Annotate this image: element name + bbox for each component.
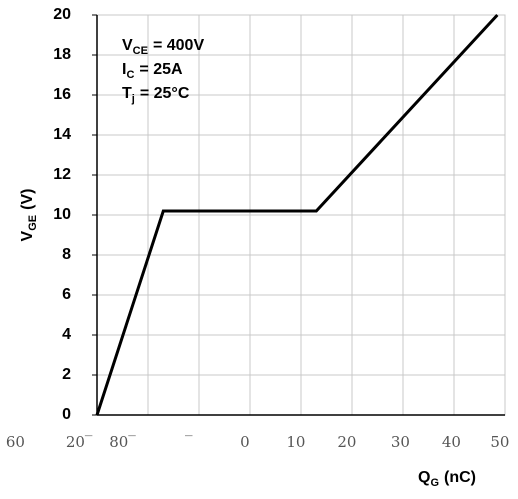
x-tick-label: 60 — [6, 433, 25, 451]
y-axis-label-text: (V) — [19, 189, 36, 210]
y-tick-label: 2 — [62, 366, 71, 383]
y-tick-label: 4 — [62, 326, 71, 343]
y-tick-label: 10 — [53, 206, 71, 223]
data-line — [95, 13, 499, 416]
x-tick-label: 20‾ — [66, 433, 93, 451]
x-axis-label: QG (nC) — [418, 469, 476, 489]
y-tick-label: 12 — [53, 166, 71, 183]
annotation-text: = 400V — [153, 37, 204, 54]
x-axis-label-text: (nC) — [444, 469, 476, 486]
annotation-text: = 25A — [139, 61, 183, 78]
annotation-symbol: V — [122, 37, 133, 54]
y-tick-label: 16 — [53, 86, 71, 103]
x-tick-label: 20 — [337, 433, 356, 451]
y-axis-label: VGE (V) — [19, 189, 39, 242]
x-tick-label: 30 — [391, 433, 410, 451]
annotation-symbol: I — [122, 61, 126, 78]
annotation-symbol: T — [122, 85, 132, 102]
y-tick-label: 0 — [62, 406, 71, 423]
y-tick-label: 18 — [53, 46, 71, 63]
annotation: IC = 25A — [122, 61, 183, 81]
y-tick-label: 8 — [62, 246, 71, 263]
y-axis-label-symbol: V — [19, 230, 36, 241]
y-tick-label: 20 — [53, 6, 71, 23]
y-axis-label-sub: GE — [27, 215, 39, 231]
x-tick-label: 40 — [442, 433, 461, 451]
y-tick-label: 14 — [53, 126, 71, 143]
annotation-text: = 25°C — [140, 85, 190, 102]
y-tick-label: 6 — [62, 286, 71, 303]
x-tick-label: 80‾ — [109, 433, 136, 451]
x-tick-label: 50 — [490, 433, 509, 451]
x-axis-label-symbol: Q — [418, 469, 430, 486]
x-tick-label: 0 — [240, 433, 250, 451]
x-tick-label: ‾ — [185, 433, 193, 451]
annotation: Tj = 25°C — [122, 85, 190, 105]
x-tick-label: 10 — [286, 433, 305, 451]
annotation-sub: C — [126, 69, 134, 81]
annotation-sub: CE — [133, 45, 148, 57]
annotation-sub: j — [131, 93, 135, 105]
x-axis-label-sub: G — [430, 477, 439, 489]
annotation: VCE = 400V — [122, 37, 204, 57]
